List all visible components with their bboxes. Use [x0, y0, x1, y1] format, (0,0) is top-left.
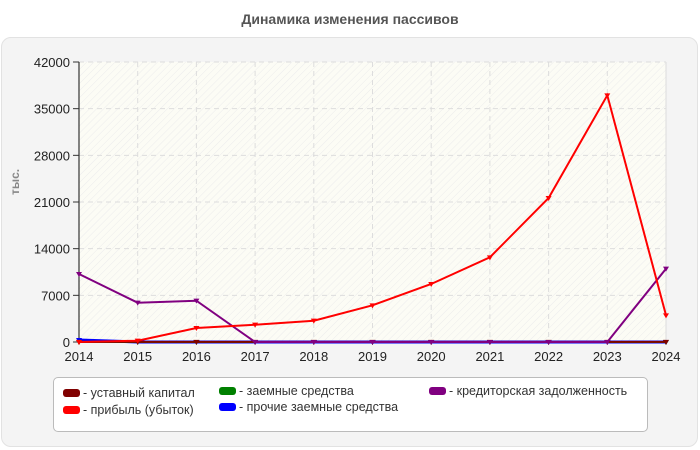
y-tick-label: 7000: [41, 288, 70, 303]
swatch-icon: [63, 389, 80, 397]
x-tick-label: 2022: [534, 349, 563, 364]
x-tick-label: 2018: [299, 349, 328, 364]
data-point-marker: [428, 282, 435, 287]
data-point-marker: [545, 196, 552, 201]
data-point-marker: [604, 93, 611, 99]
x-tick-label: 2015: [123, 349, 152, 364]
swatch-icon: [429, 387, 446, 395]
legend-label: - уставный капитал: [83, 386, 195, 400]
data-point-marker: [428, 340, 435, 345]
y-tick-label: 0: [63, 335, 70, 350]
data-point-marker: [76, 340, 82, 345]
legend: - уставный капитал - прибыль (убыток) - …: [53, 377, 648, 432]
legend-item-payables: - кредиторская задолженность: [429, 384, 627, 398]
y-tick-label: 35000: [34, 102, 70, 117]
y-tick-label: 21000: [34, 195, 70, 210]
data-point-marker: [310, 318, 317, 324]
legend-item-profit: - прибыль (убыток): [63, 403, 194, 417]
chart-title: Динамика изменения пассивов: [241, 11, 459, 27]
legend-label: - заемные средства: [239, 384, 354, 398]
y-tick-label: 14000: [34, 242, 70, 257]
data-point-marker: [369, 303, 376, 309]
data-point-marker: [604, 340, 611, 345]
x-tick-label: 2023: [593, 349, 622, 364]
data-point-marker: [663, 313, 669, 319]
data-point-marker: [486, 340, 493, 345]
data-point-marker: [369, 340, 376, 345]
swatch-icon: [63, 406, 80, 414]
x-tick-label: 2017: [241, 349, 270, 364]
legend-item-other-borrowed: - прочие заемные средства: [219, 400, 398, 414]
data-point-marker: [252, 322, 259, 328]
swatch-icon: [219, 403, 236, 411]
plot-area: 0 7000 14000 21000 28000 35000 42000 2014 2015 20…: [34, 55, 681, 364]
x-tick-label: 2021: [475, 349, 504, 364]
legend-label: - прочие заемные средства: [239, 400, 399, 414]
y-tick-label: 28000: [34, 148, 70, 163]
x-tick-label: 2024: [652, 349, 681, 364]
x-tick-label: 2016: [182, 349, 211, 364]
x-tick-label: 2019: [358, 349, 387, 364]
data-point-marker: [663, 339, 669, 345]
data-point-marker: [663, 266, 669, 272]
x-tick-label: 2020: [417, 349, 446, 364]
data-point-marker: [134, 338, 141, 344]
data-point-marker: [193, 298, 200, 304]
swatch-icon: [219, 387, 236, 395]
legend-item-borrowed-funds: - заемные средства: [219, 384, 354, 398]
data-point-marker: [545, 340, 552, 345]
legend-item-charter-capital: - уставный капитал: [63, 386, 195, 400]
data-point-marker: [252, 340, 259, 345]
data-point-marker: [193, 339, 200, 345]
data-point-marker: [486, 255, 493, 261]
legend-label: - прибыль (убыток): [83, 403, 194, 417]
legend-label: - кредиторская задолженность: [449, 384, 628, 398]
data-point-marker: [193, 326, 200, 331]
x-tick-label: 2014: [65, 349, 94, 364]
y-axis-label: тыс.: [8, 168, 22, 195]
data-point-marker: [76, 272, 82, 277]
data-point-marker: [134, 300, 141, 306]
data-point-marker: [310, 340, 317, 345]
y-tick-label: 42000: [34, 55, 70, 70]
